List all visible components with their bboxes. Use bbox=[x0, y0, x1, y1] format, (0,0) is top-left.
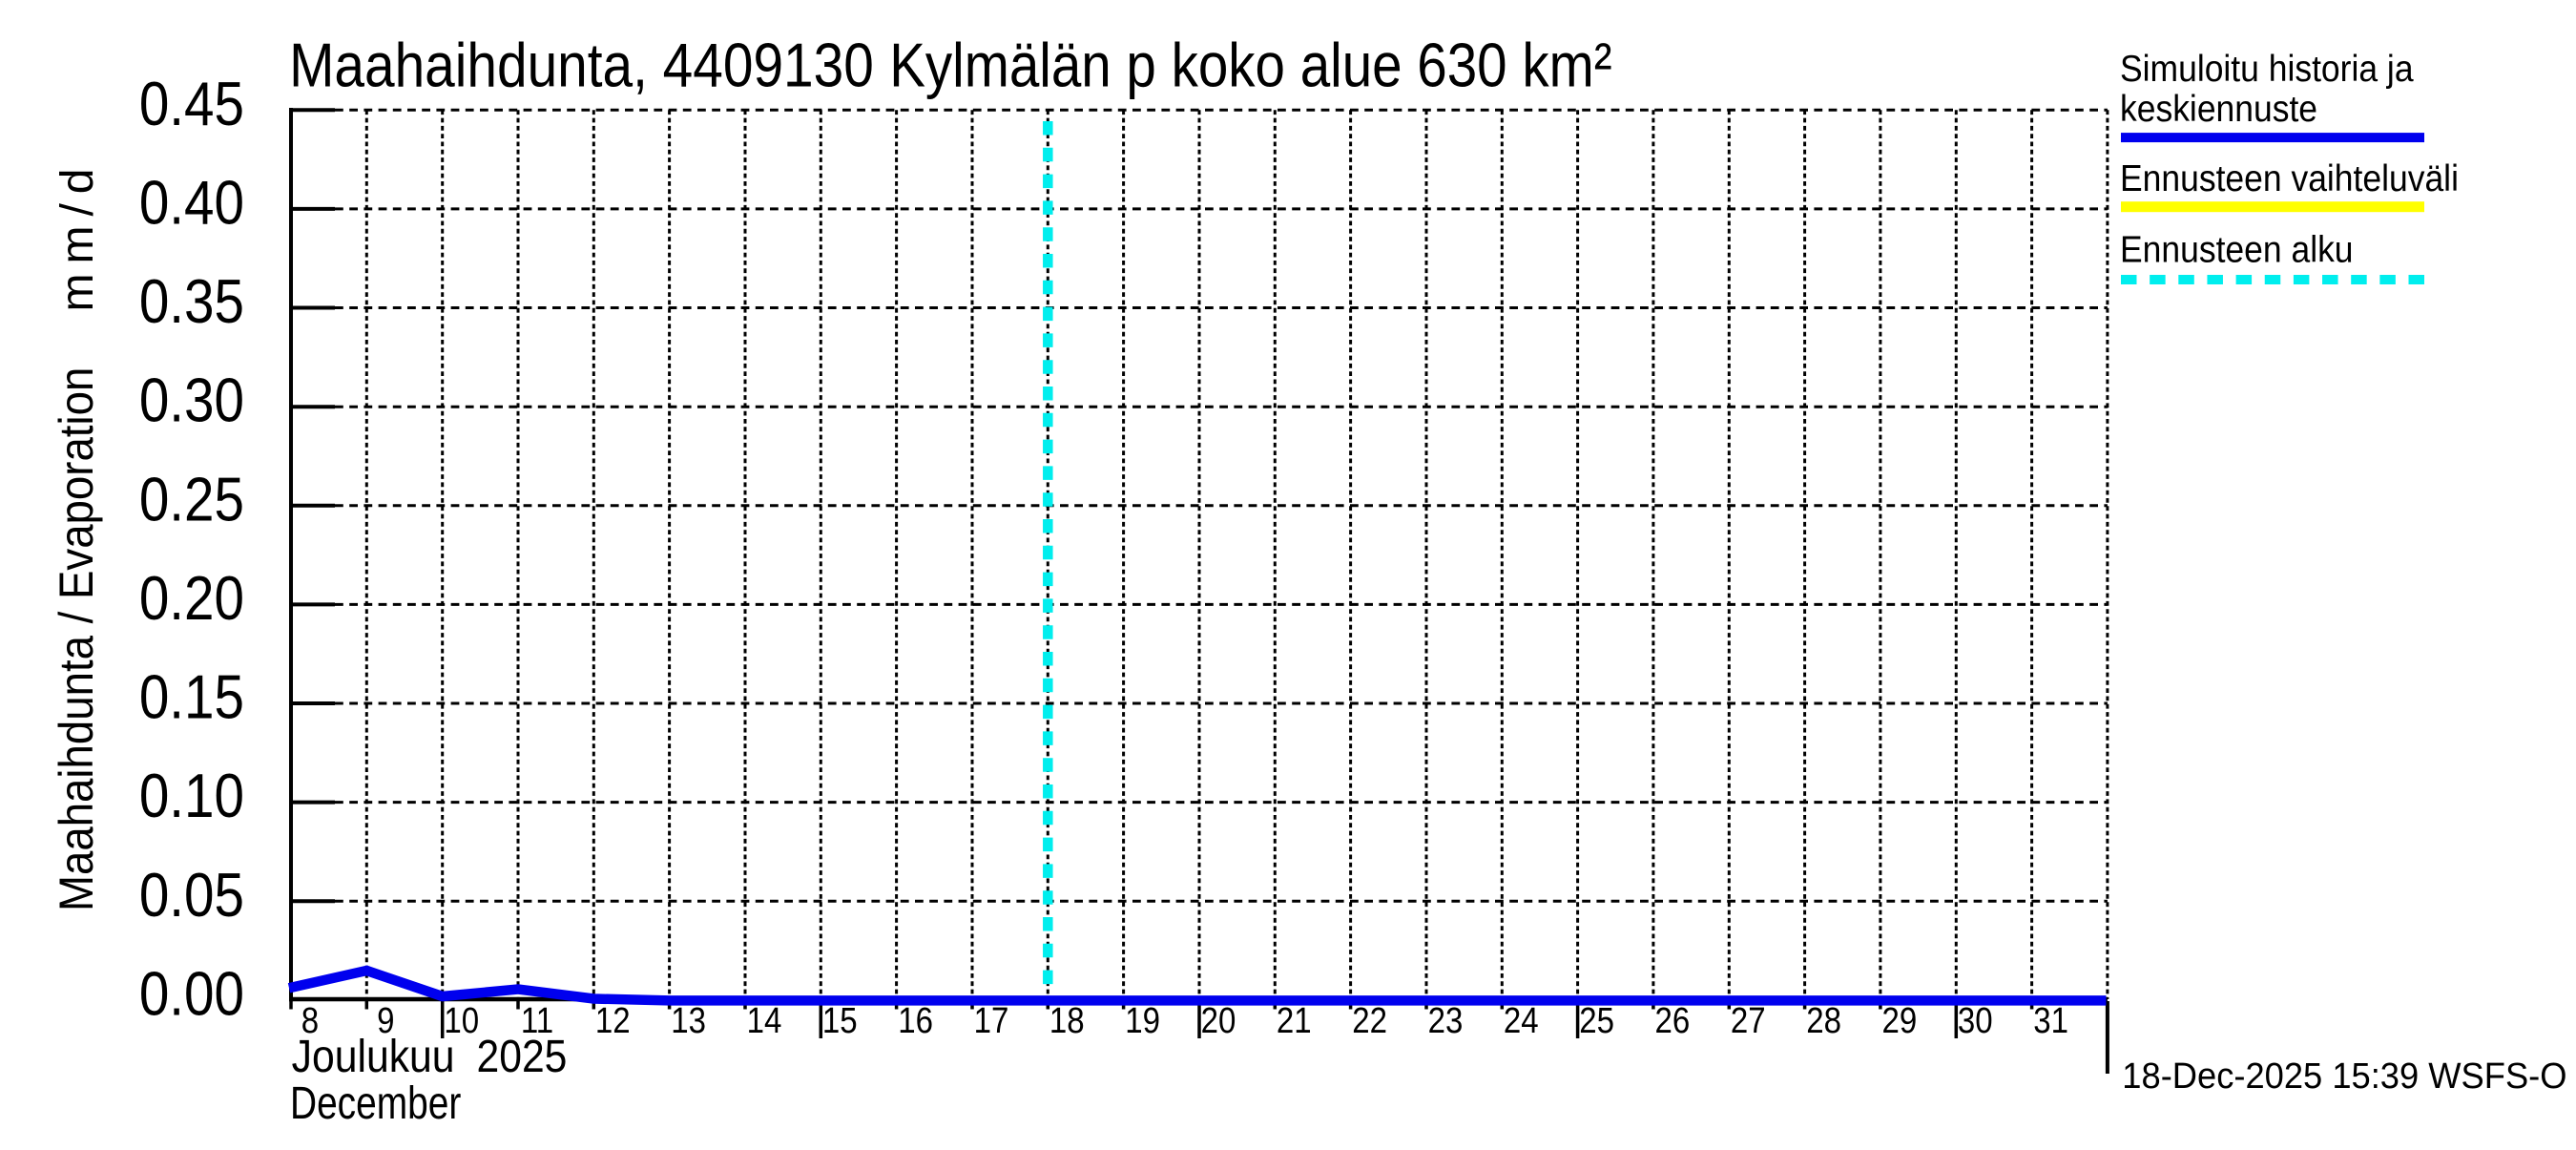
svg-text:Simuloitu historia ja: Simuloitu historia ja bbox=[2120, 48, 2414, 90]
svg-text:15: 15 bbox=[822, 1000, 858, 1041]
svg-text:0.25: 0.25 bbox=[139, 465, 244, 534]
svg-text:0.10: 0.10 bbox=[139, 761, 244, 830]
svg-text:0.20: 0.20 bbox=[139, 563, 244, 633]
svg-text:20: 20 bbox=[1201, 1000, 1236, 1041]
svg-text:10: 10 bbox=[444, 1000, 479, 1041]
svg-text:Kylmälän p koko alue 630 km²: Kylmälän p koko alue 630 km² bbox=[889, 31, 1611, 100]
svg-text:12: 12 bbox=[595, 1000, 631, 1041]
svg-text:18-Dec-2025 15:39 WSFS-O: 18-Dec-2025 15:39 WSFS-O bbox=[2122, 1055, 2566, 1096]
svg-text:keskiennuste: keskiennuste bbox=[2120, 87, 2317, 129]
svg-text:14: 14 bbox=[747, 1000, 782, 1041]
svg-text:18: 18 bbox=[1049, 1000, 1085, 1041]
svg-text:16: 16 bbox=[898, 1000, 933, 1041]
svg-text:Maahaihdunta / Evaporation: Maahaihdunta / Evaporation bbox=[51, 367, 103, 911]
svg-text:0.15: 0.15 bbox=[139, 662, 244, 732]
svg-text:mm/d: mm/d bbox=[52, 159, 103, 312]
svg-text:11: 11 bbox=[521, 1000, 553, 1041]
svg-text:26: 26 bbox=[1655, 1000, 1691, 1041]
svg-text:30: 30 bbox=[1958, 1000, 1993, 1041]
svg-text:28: 28 bbox=[1806, 1000, 1841, 1041]
svg-text:13: 13 bbox=[671, 1000, 706, 1041]
svg-text:0.35: 0.35 bbox=[139, 266, 244, 336]
svg-text:22: 22 bbox=[1352, 1000, 1387, 1041]
svg-text:Ennusteen vaihteluväli: Ennusteen vaihteluväli bbox=[2120, 157, 2459, 199]
svg-text:9: 9 bbox=[377, 1000, 394, 1041]
svg-text:December: December bbox=[290, 1077, 461, 1129]
svg-text:23: 23 bbox=[1428, 1000, 1464, 1041]
svg-text:Maahaihdunta, 4409130: Maahaihdunta, 4409130 bbox=[289, 31, 874, 99]
svg-text:0.30: 0.30 bbox=[139, 366, 244, 435]
svg-text:8: 8 bbox=[301, 1000, 319, 1041]
svg-text:Joulukuu: Joulukuu bbox=[292, 1031, 455, 1082]
svg-text:0.45: 0.45 bbox=[139, 69, 244, 138]
svg-text:0.00: 0.00 bbox=[139, 959, 244, 1029]
svg-text:21: 21 bbox=[1277, 1000, 1312, 1041]
svg-text:17: 17 bbox=[974, 1000, 1009, 1041]
svg-text:31: 31 bbox=[2033, 1000, 2068, 1041]
svg-text:2025: 2025 bbox=[477, 1031, 568, 1082]
svg-text:29: 29 bbox=[1882, 1000, 1918, 1041]
svg-text:Ennusteen alku: Ennusteen alku bbox=[2120, 228, 2354, 270]
svg-text:0.40: 0.40 bbox=[139, 168, 244, 238]
svg-text:25: 25 bbox=[1579, 1000, 1614, 1041]
svg-text:19: 19 bbox=[1125, 1000, 1160, 1041]
svg-text:24: 24 bbox=[1504, 1000, 1539, 1041]
svg-text:27: 27 bbox=[1731, 1000, 1766, 1041]
svg-text:0.05: 0.05 bbox=[139, 860, 244, 930]
